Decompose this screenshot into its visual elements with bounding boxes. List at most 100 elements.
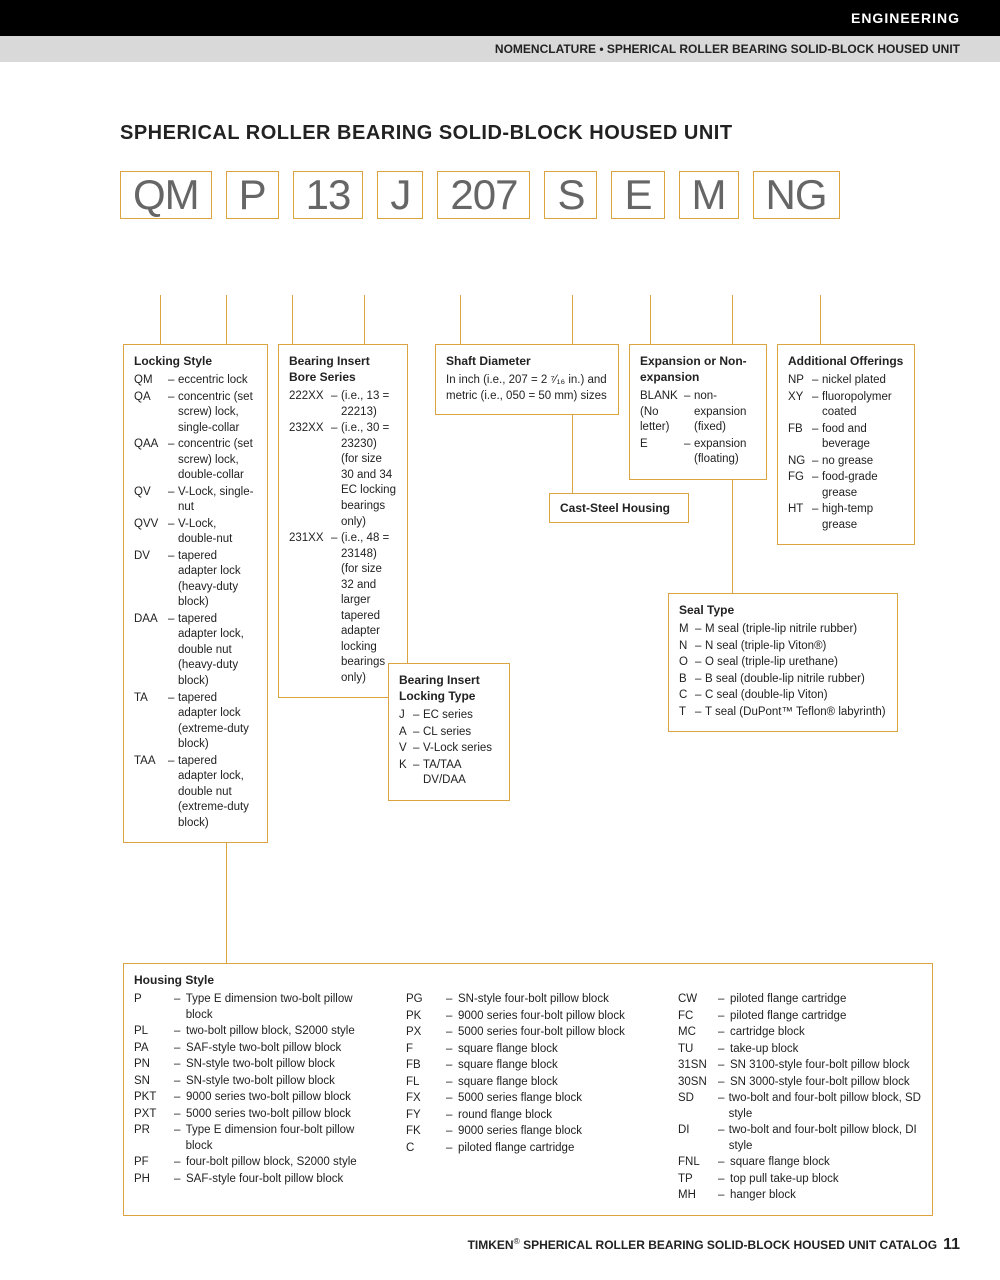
nomenclature-code-row: QM P 13 J 207 S E M NG	[120, 171, 950, 219]
header-category: ENGINEERING	[851, 10, 960, 26]
code-13: 13	[293, 171, 364, 219]
footer-page: 11	[943, 1236, 960, 1253]
shaft-text: In inch (i.e., 207 = 2 ⁷⁄₁₆ in.) and met…	[446, 373, 608, 404]
housing-row: PF–four-bolt pillow block, S2000 style	[134, 1155, 378, 1171]
code-m: M	[679, 171, 739, 219]
housing-row: FC–piloted flange cartridge	[678, 1009, 922, 1025]
housing-row: MC–cartridge block	[678, 1025, 922, 1041]
box-title: Additional Offerings	[788, 353, 904, 369]
box-title: Expansion or Non-expansion	[640, 353, 756, 385]
code-e: E	[611, 171, 664, 219]
housing-row: SN–SN-style two-bolt pillow block	[134, 1074, 378, 1090]
def-row: V–V-Lock series	[399, 741, 499, 757]
housing-row: PH–SAF-style four-bolt pillow block	[134, 1172, 378, 1188]
def-row: B–B seal (double-lip nitrile rubber)	[679, 672, 887, 688]
housing-row: FY–round flange block	[406, 1108, 650, 1124]
footer-text: SPHERICAL ROLLER BEARING SOLID-BLOCK HOU…	[520, 1238, 937, 1252]
housing-row: FB–square flange block	[406, 1058, 650, 1074]
code-ng: NG	[753, 171, 840, 219]
housing-row: PXT–5000 series two-bolt pillow block	[134, 1107, 378, 1123]
header-black: ENGINEERING	[0, 0, 1000, 36]
box-title: Housing Style	[134, 972, 922, 988]
box-cast-steel: Cast-Steel Housing	[549, 493, 689, 523]
box-title: Seal Type	[679, 602, 887, 618]
header-gray: NOMENCLATURE • SPHERICAL ROLLER BEARING …	[0, 36, 1000, 62]
box-shaft-diameter: Shaft Diameter In inch (i.e., 207 = 2 ⁷⁄…	[435, 344, 619, 415]
def-row: QV–V-Lock, single-nut	[134, 485, 257, 516]
housing-row: PG–SN-style four-bolt pillow block	[406, 992, 650, 1008]
def-row: N–N seal (triple-lip Viton®)	[679, 639, 887, 655]
def-row: QAA–concentric (set screw) lock, double-…	[134, 437, 257, 484]
def-row: HT–high-temp grease	[788, 502, 904, 533]
housing-row: FX–5000 series flange block	[406, 1091, 650, 1107]
def-row: QM–eccentric lock	[134, 373, 257, 389]
def-row: XY–fluoropolymer coated	[788, 390, 904, 421]
housing-row: PA–SAF-style two-bolt pillow block	[134, 1041, 378, 1057]
box-bore-series: Bearing Insert Bore Series 222XX–(i.e., …	[278, 344, 408, 698]
def-row: DV–tapered adapter lock (heavy-duty bloc…	[134, 549, 257, 611]
code-s: S	[544, 171, 597, 219]
def-row: O–O seal (triple-lip urethane)	[679, 655, 887, 671]
code-j: J	[377, 171, 423, 219]
page-footer: TIMKEN® SPHERICAL ROLLER BEARING SOLID-B…	[468, 1236, 960, 1254]
housing-row: MH–hanger block	[678, 1188, 922, 1204]
def-row: NG–no grease	[788, 454, 904, 470]
housing-row: PL–two-bolt pillow block, S2000 style	[134, 1024, 378, 1040]
def-row: 222XX–(i.e., 13 = 22213)	[289, 389, 397, 420]
box-seal-type: Seal Type M–M seal (triple-lip nitrile r…	[668, 593, 898, 732]
box-title: Cast-Steel Housing	[560, 500, 678, 516]
def-row: T–T seal (DuPont™ Teflon® labyrinth)	[679, 705, 887, 721]
def-row: DAA–tapered adapter lock, double nut (he…	[134, 612, 257, 690]
housing-row: P–Type E dimension two-bolt pillow block	[134, 992, 378, 1023]
housing-row: TU–take-up block	[678, 1042, 922, 1058]
page-content: SPHERICAL ROLLER BEARING SOLID-BLOCK HOU…	[0, 62, 1000, 219]
housing-row: F–square flange block	[406, 1042, 650, 1058]
def-row: FG–food-grade grease	[788, 470, 904, 501]
housing-row: FK–9000 series flange block	[406, 1124, 650, 1140]
def-row: A–CL series	[399, 725, 499, 741]
connector	[820, 295, 821, 344]
connector	[460, 295, 461, 344]
housing-row: PKT–9000 series two-bolt pillow block	[134, 1090, 378, 1106]
def-row: FB–food and beverage	[788, 422, 904, 453]
box-title: Shaft Diameter	[446, 353, 608, 369]
header-subhead: NOMENCLATURE • SPHERICAL ROLLER BEARING …	[495, 42, 960, 56]
housing-row: FNL–square flange block	[678, 1155, 922, 1171]
housing-row: CW–piloted flange cartridge	[678, 992, 922, 1008]
box-title: Bearing Insert Locking Type	[399, 672, 499, 704]
code-p: P	[226, 171, 279, 219]
box-expansion: Expansion or Non-expansion BLANK(Nolette…	[629, 344, 767, 480]
housing-row: 31SN–SN 3100-style four-bolt pillow bloc…	[678, 1058, 922, 1074]
housing-row: PX–5000 series four-bolt pillow block	[406, 1025, 650, 1041]
footer-brand: TIMKEN	[468, 1238, 514, 1252]
connector	[160, 295, 161, 344]
box-additional: Additional Offerings NP–nickel platedXY–…	[777, 344, 915, 545]
box-insert-locking: Bearing Insert Locking Type J–EC seriesA…	[388, 663, 510, 801]
housing-row: TP–top pull take-up block	[678, 1172, 922, 1188]
housing-row: FL–square flange block	[406, 1075, 650, 1091]
box-title: Locking Style	[134, 353, 257, 369]
housing-row: PR–Type E dimension four-bolt pillow blo…	[134, 1123, 378, 1154]
def-row: C–C seal (double-lip Viton)	[679, 688, 887, 704]
housing-row: 30SN–SN 3000-style four-bolt pillow bloc…	[678, 1075, 922, 1091]
def-row: M–M seal (triple-lip nitrile rubber)	[679, 622, 887, 638]
box-locking-style: Locking Style QM–eccentric lockQA–concen…	[123, 344, 268, 843]
def-row: QVV–V-Lock, double-nut	[134, 517, 257, 548]
box-title: Bearing Insert Bore Series	[289, 353, 397, 385]
housing-row: PN–SN-style two-bolt pillow block	[134, 1057, 378, 1073]
housing-row: C–piloted flange cartridge	[406, 1141, 650, 1157]
box-housing-style: Housing Style P–Type E dimension two-bol…	[123, 963, 933, 1216]
housing-row: DI–two-bolt and four-bolt pillow block, …	[678, 1123, 922, 1154]
code-qm: QM	[120, 171, 212, 219]
def-row: 232XX–(i.e., 30 = 23230) (for size 30 an…	[289, 421, 397, 530]
def-row: QA–concentric (set screw) lock, single-c…	[134, 390, 257, 437]
def-row: J–EC series	[399, 708, 499, 724]
page-title: SPHERICAL ROLLER BEARING SOLID-BLOCK HOU…	[120, 122, 950, 145]
housing-row: SD–two-bolt and four-bolt pillow block, …	[678, 1091, 922, 1122]
def-row: 231XX–(i.e., 48 = 23148) (for size 32 an…	[289, 531, 397, 686]
housing-row: PK–9000 series four-bolt pillow block	[406, 1009, 650, 1025]
def-row: NP–nickel plated	[788, 373, 904, 389]
def-row: K–TA/TAA DV/DAA	[399, 758, 499, 789]
code-207: 207	[437, 171, 530, 219]
connector	[292, 295, 293, 344]
